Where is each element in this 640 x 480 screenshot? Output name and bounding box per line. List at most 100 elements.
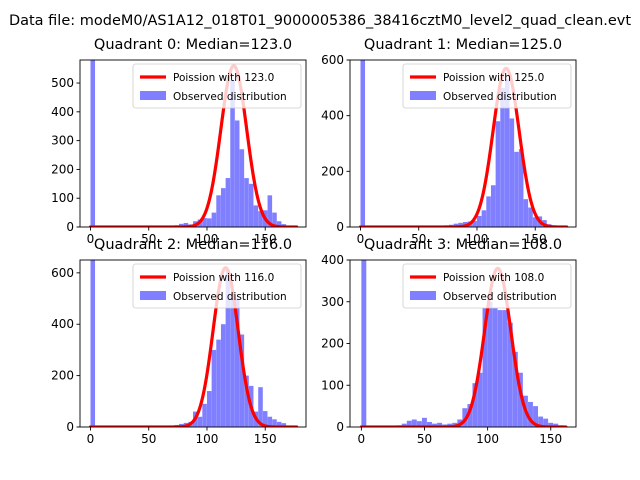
histogram-bar <box>234 120 240 227</box>
histogram-bar <box>206 391 212 427</box>
subplot-3: 0 50 100 150 0 100 200 300 400 Quadrant 3: Median… <box>321 237 577 446</box>
histogram-bar <box>202 403 207 427</box>
poisson-curve <box>359 266 568 427</box>
x-tick-label: 50 <box>417 432 432 446</box>
histogram-bar <box>267 416 273 427</box>
legend-bar-label: Observed distribution <box>443 291 557 303</box>
histogram-bar <box>482 308 488 427</box>
x-tick-label: 50 <box>141 232 156 246</box>
y-tick-label: 300 <box>51 134 74 148</box>
y-tick-label: 200 <box>51 369 74 383</box>
subplot-title: Quadrant 1: Median=125.0 <box>364 37 562 53</box>
subplot-title: Quadrant 0: Median=123.0 <box>94 37 292 53</box>
histogram-bar <box>225 178 231 227</box>
histogram-bar <box>509 118 515 227</box>
histogram-bar <box>514 151 519 227</box>
legend-bar-swatch <box>140 291 166 300</box>
plot-area <box>359 260 568 427</box>
histogram-bar <box>528 401 533 427</box>
histogram-bar <box>467 404 473 427</box>
y-tick-label: 500 <box>51 76 74 90</box>
plot-area <box>358 60 569 227</box>
y-tick-label: 0 <box>66 220 74 234</box>
histogram-bar <box>211 212 217 227</box>
y-tick-label: 400 <box>51 317 74 331</box>
histogram-bar <box>432 423 437 427</box>
y-tick-label: 600 <box>321 53 344 67</box>
y-tick-label: 200 <box>51 162 74 176</box>
x-tick-label: 50 <box>411 232 426 246</box>
x-tick-label: 100 <box>196 232 219 246</box>
histogram-bar <box>276 221 282 227</box>
histogram-bar <box>258 211 263 227</box>
histogram-bar <box>495 121 501 227</box>
histogram-bar <box>504 79 510 227</box>
histogram-bar <box>553 423 559 427</box>
histogram-bar <box>401 423 407 427</box>
histogram-bar <box>230 293 235 427</box>
plot-area <box>88 260 299 427</box>
legend: Poission with 123.0 Observed distribution <box>132 63 302 109</box>
x-tick-label: 100 <box>466 232 489 246</box>
legend: Poission with 125.0 Observed distribution <box>402 63 572 109</box>
histogram-bar <box>220 188 226 227</box>
histogram-bar <box>239 334 245 427</box>
histogram-bar <box>548 422 554 427</box>
histogram-bar <box>533 406 538 427</box>
legend-bar-label: Observed distribution <box>173 91 287 103</box>
y-tick-label: 400 <box>321 109 344 123</box>
histogram-bar <box>421 417 427 427</box>
y-tick-label: 200 <box>321 164 344 178</box>
histogram-bar <box>225 270 231 427</box>
y-tick-label: 400 <box>321 253 344 267</box>
legend-bar-label: Observed distribution <box>443 91 557 103</box>
histogram-bar <box>502 310 508 427</box>
axes-frame <box>79 59 307 228</box>
plot-area <box>88 60 299 227</box>
histogram-bar <box>216 339 221 427</box>
histogram-bar <box>281 423 287 427</box>
histogram-bar <box>276 421 282 427</box>
histogram-bar <box>487 301 493 427</box>
histogram-bar <box>528 207 533 227</box>
histogram-bar <box>538 416 544 427</box>
histogram-bar <box>523 199 529 227</box>
histogram-bar <box>517 372 523 427</box>
histogram-bar <box>427 421 432 427</box>
legend-box <box>132 263 302 309</box>
x-tick-label: 100 <box>476 432 499 446</box>
histogram-bar <box>411 419 417 427</box>
histogram-bar <box>500 87 505 227</box>
legend-bar-label: Observed distribution <box>173 291 287 303</box>
x-tick-label: 150 <box>539 432 562 446</box>
legend-line-label: Poission with 123.0 <box>173 72 274 84</box>
histogram-bar <box>253 205 259 227</box>
y-tick-label: 100 <box>51 191 74 205</box>
histogram-bar <box>492 308 498 427</box>
histogram-bar <box>267 195 273 227</box>
histogram-bar <box>486 196 491 227</box>
histogram-bar <box>262 411 268 427</box>
histogram-bar <box>211 349 217 427</box>
figure-suptitle: Data file: modeM0/AS1A12_018T01_90000053… <box>9 13 631 29</box>
y-tick-label: 100 <box>321 378 344 392</box>
legend: Poission with 108.0 Observed distribution <box>402 263 572 309</box>
poisson-curve <box>88 64 299 227</box>
histogram-bar <box>481 210 487 227</box>
legend-bar-swatch <box>410 291 436 300</box>
histogram-bar <box>507 322 513 427</box>
subplot-1: 0 50 100 150 0 200 400 600 Quadrant 1: Median=12… <box>321 37 577 246</box>
histogram-bar <box>183 222 189 227</box>
subplot-2: 0 50 100 150 0 200 400 600 Quadrant 2: Median=11… <box>51 237 307 446</box>
histogram-bar <box>476 215 482 227</box>
x-tick-label: 0 <box>87 432 95 446</box>
histogram-bar <box>497 310 503 427</box>
axes-frame <box>349 59 577 228</box>
histogram-bar <box>244 375 249 427</box>
x-tick-label: 150 <box>254 432 277 446</box>
histogram-bar <box>220 324 226 427</box>
histogram-bar <box>361 260 367 427</box>
histogram-bar <box>244 178 249 227</box>
legend-line-label: Poission with 116.0 <box>173 272 274 284</box>
